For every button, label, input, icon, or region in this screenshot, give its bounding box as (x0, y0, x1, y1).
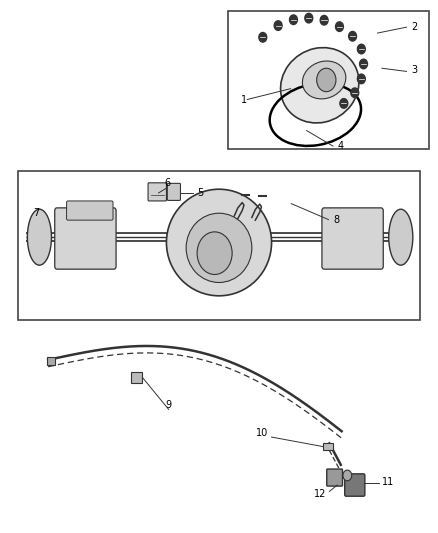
Text: 10: 10 (256, 429, 268, 438)
Circle shape (197, 232, 232, 274)
Circle shape (305, 13, 313, 23)
Circle shape (343, 470, 352, 481)
Text: 1: 1 (241, 95, 247, 105)
Circle shape (336, 22, 343, 31)
Circle shape (274, 21, 282, 30)
Circle shape (320, 15, 328, 25)
FancyBboxPatch shape (131, 372, 142, 383)
Circle shape (259, 33, 267, 42)
Bar (47, 357, 55, 365)
Text: 2: 2 (411, 22, 417, 31)
Circle shape (317, 68, 336, 92)
Circle shape (351, 88, 359, 98)
Circle shape (360, 59, 367, 69)
FancyBboxPatch shape (55, 208, 116, 269)
FancyBboxPatch shape (67, 201, 113, 220)
Ellipse shape (302, 61, 346, 99)
Text: 3: 3 (411, 66, 417, 75)
FancyBboxPatch shape (345, 474, 365, 496)
Circle shape (357, 74, 365, 84)
Text: 9: 9 (166, 400, 172, 410)
Ellipse shape (389, 209, 413, 265)
Text: 8: 8 (333, 215, 339, 224)
Text: 5: 5 (198, 188, 204, 198)
FancyBboxPatch shape (148, 183, 166, 201)
Bar (228, 11, 429, 149)
Circle shape (357, 44, 365, 54)
Bar (323, 443, 333, 450)
Text: 6: 6 (164, 179, 170, 188)
Text: 7: 7 (33, 208, 39, 218)
Text: 12: 12 (314, 489, 327, 498)
Bar (18, 171, 420, 320)
Text: 4: 4 (338, 141, 344, 151)
Circle shape (349, 31, 357, 41)
Ellipse shape (281, 47, 359, 123)
Circle shape (290, 15, 297, 25)
FancyBboxPatch shape (327, 469, 343, 486)
FancyBboxPatch shape (322, 208, 383, 269)
Ellipse shape (186, 213, 252, 282)
Text: 11: 11 (381, 478, 394, 487)
Ellipse shape (166, 189, 272, 296)
FancyBboxPatch shape (167, 183, 180, 200)
Circle shape (340, 99, 348, 108)
Ellipse shape (27, 209, 52, 265)
